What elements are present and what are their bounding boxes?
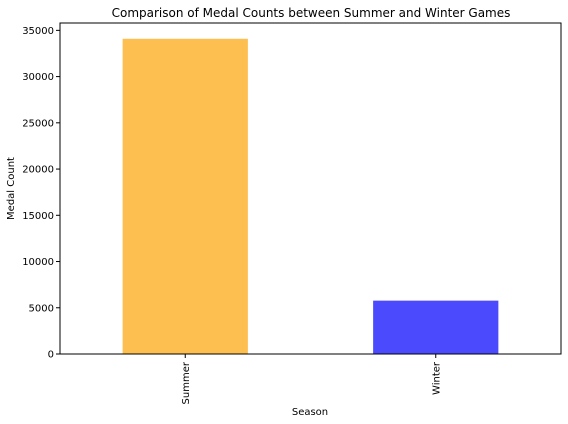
bars (122, 38, 499, 355)
y-axis-title: Medal Count (6, 157, 17, 220)
bar-winter (373, 300, 499, 354)
y-tick-label: 25000 (22, 118, 54, 129)
chart-title: Comparison of Medal Counts between Summe… (112, 6, 511, 20)
x-tick-label: Winter (431, 361, 442, 395)
y-tick-label: 20000 (22, 165, 54, 176)
y-tick-label: 10000 (22, 257, 54, 268)
x-axis-ticks: Summer Winter (181, 354, 442, 404)
y-tick-label: 15000 (22, 211, 54, 222)
x-axis-title: Season (292, 407, 328, 418)
y-tick-label: 35000 (22, 26, 54, 37)
y-tick-label: 30000 (22, 72, 54, 83)
plot-frame (59, 22, 562, 355)
y-tick-label: 0 (48, 350, 54, 361)
y-tick-label: 5000 (29, 303, 54, 314)
y-axis-ticks: 0 5000 10000 15000 20000 25000 30000 35000 (22, 26, 60, 361)
x-tick-label: Summer (181, 361, 192, 404)
bar-summer (122, 38, 248, 355)
